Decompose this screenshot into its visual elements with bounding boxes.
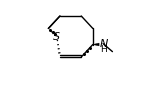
Text: H: H <box>100 45 107 54</box>
Polygon shape <box>93 43 99 46</box>
Text: S: S <box>53 32 60 42</box>
Text: N: N <box>100 39 108 49</box>
